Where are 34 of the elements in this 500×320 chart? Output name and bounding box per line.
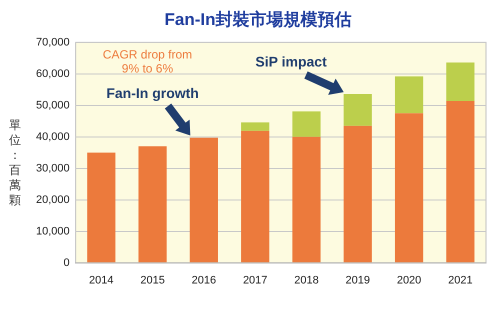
bar: [241, 130, 270, 262]
y-tick-label: 10,000: [36, 225, 70, 238]
x-tick-label: 2019: [346, 274, 370, 286]
bar: [446, 62, 474, 101]
annotation: Fan-In growth: [106, 85, 199, 102]
x-tick-label: 2016: [192, 274, 216, 286]
y-tick-label: 0: [64, 256, 70, 269]
y-axis-title: 單位：百萬顆: [8, 118, 22, 208]
y-tick-label: 40,000: [36, 130, 70, 143]
x-tick-label: 2014: [89, 274, 114, 286]
y-tick-label: 60,000: [36, 68, 70, 80]
bar: [292, 111, 321, 137]
x-tick-label: 2021: [448, 274, 473, 286]
annotation: CAGR drop from 9% to 6%: [102, 47, 192, 76]
bar: [138, 146, 167, 262]
bar: [292, 136, 321, 262]
y-tick-label: 70,000: [36, 36, 70, 48]
y-tick-label: 30,000: [36, 162, 70, 174]
x-tick-label: 2018: [294, 274, 319, 286]
bar: [344, 126, 372, 262]
bar: [241, 122, 270, 131]
x-tick-label: 2015: [140, 274, 165, 286]
chart-title: Fan-In封裝市場規模預估: [164, 10, 352, 29]
bar: [344, 94, 372, 126]
bar: [446, 100, 474, 262]
annotation: SiP impact: [255, 54, 328, 70]
bar: [190, 138, 218, 262]
bar: [394, 76, 424, 114]
bar: [394, 113, 424, 262]
x-tick-label: 2020: [396, 274, 422, 286]
y-tick-label: 50,000: [36, 99, 70, 112]
bar: [87, 152, 116, 262]
x-tick-label: 2017: [242, 274, 268, 286]
y-tick-label: 20,000: [36, 194, 70, 206]
